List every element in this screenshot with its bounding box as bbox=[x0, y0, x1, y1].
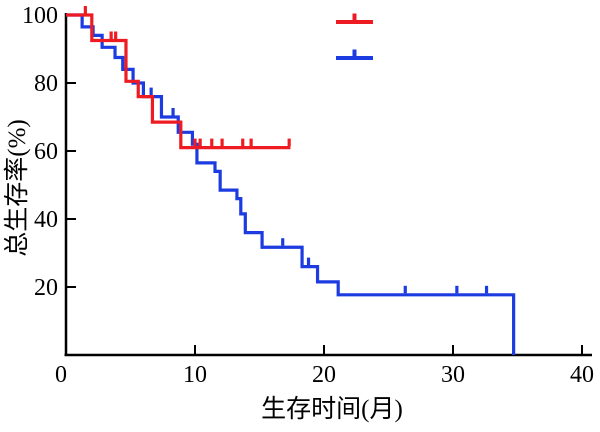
blue-group-step-line bbox=[66, 13, 516, 355]
legend bbox=[336, 13, 373, 60]
x-tick-label: 20 bbox=[312, 362, 336, 388]
red-series-curve bbox=[66, 6, 291, 150]
y-tick-label: 40 bbox=[34, 207, 58, 233]
x-tick-label: 30 bbox=[441, 362, 465, 388]
x-tick-label: 0 bbox=[55, 362, 67, 388]
y-axis-title: 总生存率(%) bbox=[3, 119, 31, 256]
plot-axes: 0 10 20 30 40 20 40 60 80 100 bbox=[22, 3, 594, 388]
y-tick-label: 80 bbox=[34, 71, 58, 97]
y-tick-label: 20 bbox=[34, 275, 58, 301]
x-axis-title: 生存时间(月) bbox=[261, 395, 403, 423]
y-tick-label: 60 bbox=[34, 139, 58, 165]
x-tick-label: 10 bbox=[183, 362, 207, 388]
red-group-step-line bbox=[66, 13, 291, 150]
blue-series-curve bbox=[66, 13, 516, 355]
y-tick-label: 100 bbox=[22, 3, 58, 29]
x-tick-label: 40 bbox=[570, 362, 594, 388]
